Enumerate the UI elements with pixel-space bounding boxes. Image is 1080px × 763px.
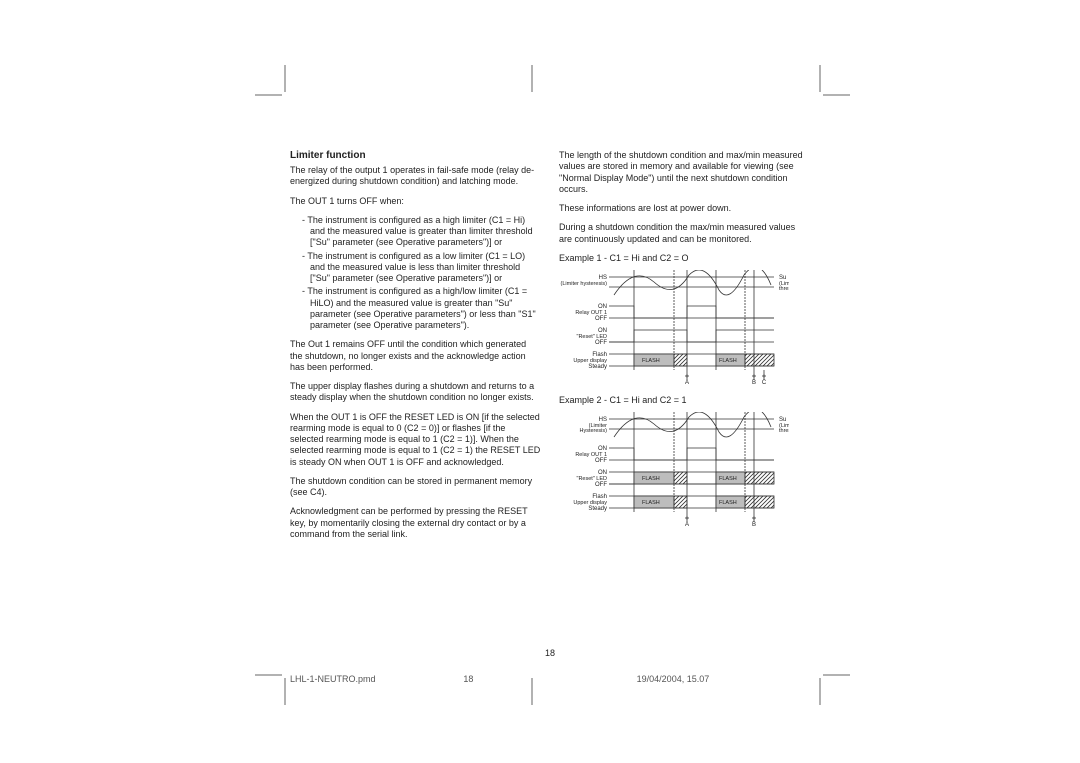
footer-file: LHL-1-NEUTRO.pmd (290, 674, 463, 684)
paragraph: These informations are lost at power dow… (559, 203, 810, 214)
svg-text:FLASH: FLASH (719, 476, 737, 482)
page-number: 18 (545, 648, 555, 658)
bullet-item: The instrument is configured as a low li… (302, 251, 541, 285)
footer-page: 18 (463, 674, 636, 684)
diagram-2: HS (Limiter Hysteresis) Su (Limiter thre… (559, 412, 789, 527)
right-column: The length of the shutdown condition and… (559, 150, 810, 548)
paragraph: The upper display flashes during a shutd… (290, 381, 541, 404)
paragraph: During a shutdown condition the max/min … (559, 222, 810, 245)
bullet-item: The instrument is configured as a high/l… (302, 286, 541, 331)
svg-text:Steady: Steady (588, 364, 607, 370)
paragraph: The relay of the output 1 operates in fa… (290, 165, 541, 188)
svg-text:threshold): threshold) (779, 286, 789, 292)
paragraph: Acknowledgment can be performed by press… (290, 506, 541, 540)
example-1-label: Example 1 - C1 = Hi and C2 = O (559, 253, 810, 264)
paragraph: The Out 1 remains OFF until the conditio… (290, 339, 541, 373)
svg-text:FLASH: FLASH (719, 500, 737, 506)
footer-date: 19/04/2004, 15.07 (637, 674, 810, 684)
paragraph: The length of the shutdown condition and… (559, 150, 810, 195)
paragraph: When the OUT 1 is OFF the RESET LED is O… (290, 412, 541, 468)
svg-text:FLASH: FLASH (642, 500, 660, 506)
paragraph: The shutdown condition can be stored in … (290, 476, 541, 499)
svg-text:(Limiter hysteresis): (Limiter hysteresis) (561, 281, 608, 287)
svg-text:OFF: OFF (595, 482, 607, 488)
section-title: Limiter function (290, 150, 541, 161)
bullet-list: The instrument is configured as a high l… (290, 215, 541, 332)
left-column: Limiter function The relay of the output… (290, 150, 541, 548)
svg-text:FLASH: FLASH (642, 358, 660, 364)
svg-text:B: B (752, 522, 756, 527)
footer: LHL-1-NEUTRO.pmd 18 19/04/2004, 15.07 (290, 674, 810, 684)
svg-text:OFF: OFF (595, 316, 607, 322)
svg-text:threshold): threshold) (779, 428, 789, 434)
svg-text:Steady: Steady (588, 506, 607, 512)
svg-text:Hysteresis): Hysteresis) (579, 428, 607, 434)
example-2-label: Example 2 - C1 = Hi and C2 = 1 (559, 395, 810, 406)
svg-text:FLASH: FLASH (642, 476, 660, 482)
svg-text:FLASH: FLASH (719, 358, 737, 364)
svg-text:A: A (685, 522, 689, 527)
page-content: Limiter function The relay of the output… (290, 150, 810, 548)
svg-text:A: A (685, 380, 689, 385)
svg-text:C: C (762, 380, 767, 385)
bullet-item: The instrument is configured as a high l… (302, 215, 541, 249)
diagram-1: HS (Limiter hysteresis) Su (Limiter thre… (559, 270, 789, 385)
svg-text:B: B (752, 380, 756, 385)
paragraph: The OUT 1 turns OFF when: (290, 196, 541, 207)
svg-text:OFF: OFF (595, 340, 607, 346)
svg-text:OFF: OFF (595, 458, 607, 464)
